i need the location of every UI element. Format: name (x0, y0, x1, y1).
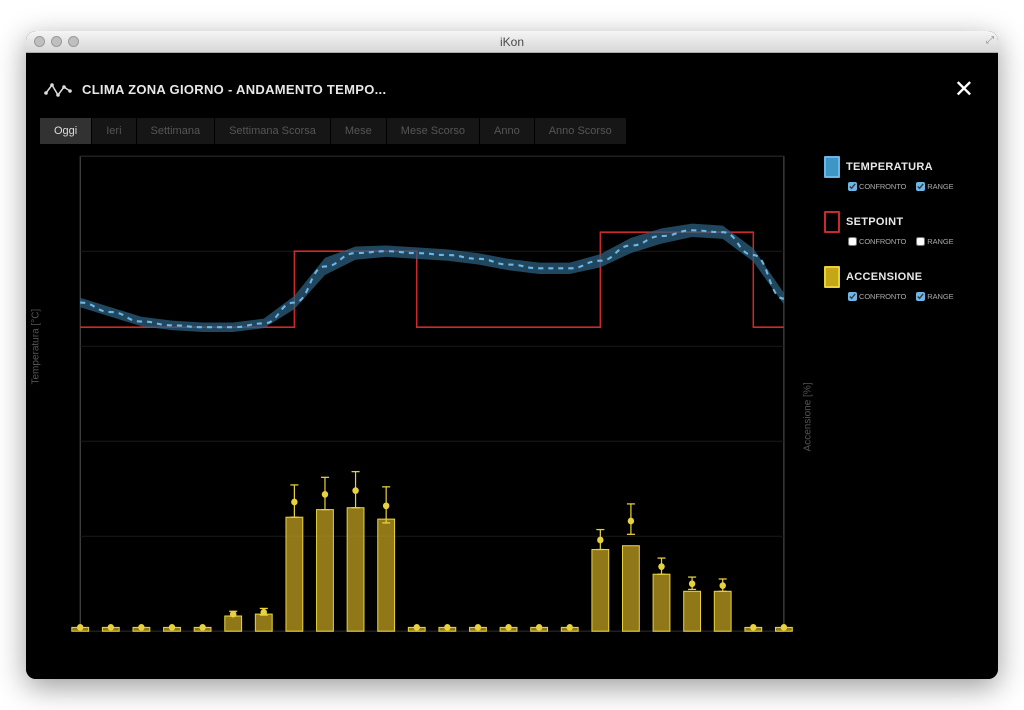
legend-swatch (824, 211, 840, 233)
svg-text:13: 13 (473, 640, 483, 650)
svg-text:0%: 0% (792, 626, 804, 636)
header: CLIMA ZONA GIORNO - ANDAMENTO TEMPO... ✕ (40, 63, 984, 118)
svg-text:23: 23 (779, 640, 789, 650)
svg-text:10: 10 (381, 640, 391, 650)
svg-text:05: 05 (228, 640, 238, 650)
tab-mese-scorso[interactable]: Mese Scorso (387, 118, 479, 144)
resize-icon[interactable]: ⤢ (986, 35, 994, 46)
svg-text:20: 20 (687, 640, 697, 650)
tab-settimana-scorsa[interactable]: Settimana Scorsa (215, 118, 330, 144)
svg-text:00: 00 (75, 640, 85, 650)
titlebar[interactable]: iKon ⤢ (26, 31, 998, 53)
legend-item-setpoint: SETPOINT CONFRONTO RANGE (824, 211, 984, 246)
svg-text:15: 15 (534, 640, 544, 650)
legend-check-range[interactable]: RANGE (916, 292, 953, 301)
tabs: OggiIeriSettimanaSettimana ScorsaMeseMes… (40, 118, 984, 144)
legend-check-range[interactable]: RANGE (916, 182, 953, 191)
svg-text:10: 10 (64, 436, 74, 446)
svg-text:19: 19 (656, 640, 666, 650)
svg-text:17: 17 (595, 640, 605, 650)
legend-check-confronto[interactable]: CONFRONTO (848, 182, 906, 191)
svg-text:16: 16 (565, 640, 575, 650)
svg-text:21: 21 (718, 640, 728, 650)
tab-oggi[interactable]: Oggi (40, 118, 91, 144)
svg-text:20: 20 (64, 246, 74, 256)
svg-text:06: 06 (259, 640, 269, 650)
trend-icon (44, 81, 72, 99)
svg-text:03: 03 (167, 640, 177, 650)
tab-mese[interactable]: Mese (331, 118, 386, 144)
tab-anno[interactable]: Anno (480, 118, 534, 144)
legend-swatch (824, 266, 840, 288)
legend-title: ACCENSIONE (846, 271, 922, 283)
tab-settimana[interactable]: Settimana (137, 118, 215, 144)
app-content: CLIMA ZONA GIORNO - ANDAMENTO TEMPO... ✕… (26, 53, 998, 679)
svg-text:50%: 50% (792, 468, 804, 478)
svg-text:09: 09 (351, 640, 361, 650)
svg-text:08: 08 (320, 640, 330, 650)
legend-item-temperatura: TEMPERATURA CONFRONTO RANGE (824, 156, 984, 191)
mac-window: iKon ⤢ CLIMA ZONA GIORNO - ANDAMENTO TEM… (26, 31, 998, 679)
svg-text:25: 25 (64, 152, 74, 161)
legend-check-confronto[interactable]: CONFRONTO (848, 292, 906, 301)
svg-text:01: 01 (106, 640, 116, 650)
content: Temperatura [°C] Accensione [%] 05101520… (40, 152, 984, 665)
svg-text:11: 11 (412, 640, 421, 650)
y-axis-left-label: Temperatura [°C] (31, 308, 42, 384)
legend-check-confronto[interactable]: CONFRONTO (848, 237, 906, 246)
svg-text:12: 12 (442, 640, 452, 650)
svg-text:22: 22 (748, 640, 758, 650)
page-title: CLIMA ZONA GIORNO - ANDAMENTO TEMPO... (82, 82, 386, 97)
y-axis-right-label: Accensione [%] (803, 383, 814, 452)
svg-text:18: 18 (626, 640, 636, 650)
svg-text:02: 02 (136, 640, 146, 650)
svg-text:100%: 100% (792, 310, 804, 320)
window-title: iKon (26, 35, 998, 49)
legend: TEMPERATURA CONFRONTO RANGE SETPOINT CON… (824, 152, 984, 665)
tab-anno-scorso[interactable]: Anno Scorso (535, 118, 626, 144)
svg-text:04: 04 (198, 640, 208, 650)
chart-area: Temperatura [°C] Accensione [%] 05101520… (40, 152, 804, 665)
tab-ieri[interactable]: Ieri (92, 118, 135, 144)
svg-text:5: 5 (69, 531, 74, 541)
chart-svg: 05101520250%50%100%000102030405060708091… (40, 152, 804, 665)
legend-title: SETPOINT (846, 216, 903, 228)
legend-title: TEMPERATURA (846, 161, 933, 173)
svg-text:07: 07 (289, 640, 299, 650)
legend-item-accensione: ACCENSIONE CONFRONTO RANGE (824, 266, 984, 301)
svg-text:15: 15 (64, 341, 74, 351)
close-button[interactable]: ✕ (948, 75, 980, 104)
legend-swatch (824, 156, 840, 178)
legend-check-range[interactable]: RANGE (916, 237, 953, 246)
svg-text:14: 14 (504, 640, 514, 650)
